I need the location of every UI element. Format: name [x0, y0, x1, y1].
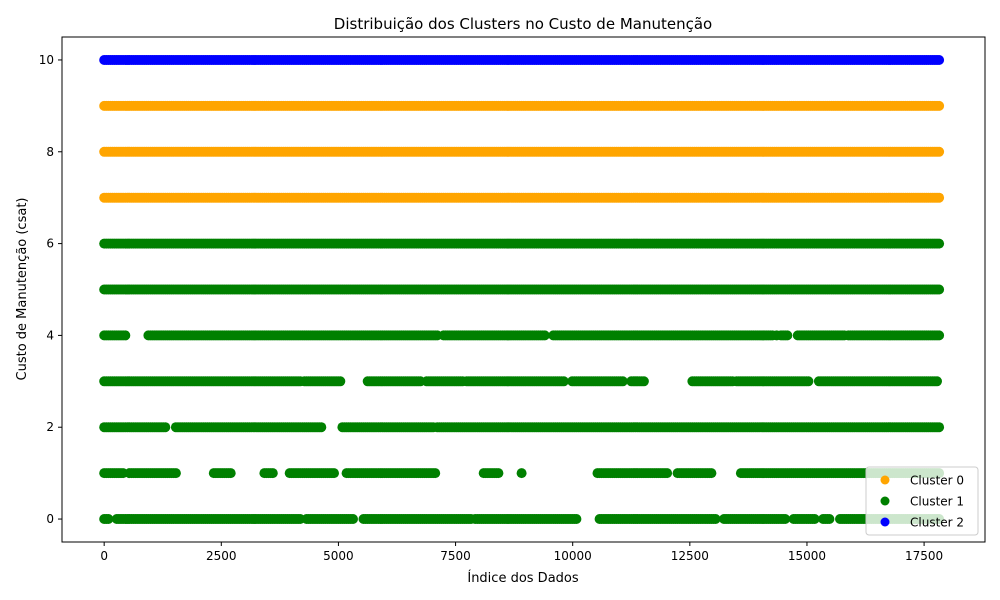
- data-point: [934, 55, 945, 65]
- data-point: [516, 468, 527, 479]
- data-point: [170, 468, 181, 479]
- data-point: [934, 422, 945, 433]
- legend: Cluster 0 Cluster 1 Cluster 2: [865, 466, 979, 536]
- data-point: [934, 192, 945, 203]
- y-tick-label: 6: [46, 237, 54, 251]
- data-point: [571, 514, 582, 524]
- series-1-level-3: [99, 376, 942, 387]
- legend-label: Cluster 2: [910, 516, 964, 530]
- data-point: [335, 376, 346, 387]
- series-0-level-7: [99, 192, 945, 203]
- chart-title: Distribuição dos Clusters no Custo de Ma…: [334, 15, 712, 33]
- data-point: [824, 514, 835, 524]
- data-points: [99, 55, 945, 524]
- data-point: [430, 468, 441, 479]
- x-axis-label: Índice dos Dados: [467, 570, 579, 586]
- legend-label: Cluster 1: [910, 495, 964, 509]
- y-tick-label: 0: [46, 512, 54, 526]
- data-point: [934, 146, 945, 157]
- data-point: [558, 376, 569, 387]
- data-point: [803, 376, 814, 387]
- data-point: [782, 330, 793, 341]
- x-tick-label: 12500: [671, 549, 709, 563]
- y-tick-label: 10: [39, 53, 54, 67]
- y-tick-label: 8: [46, 145, 54, 159]
- data-point: [493, 468, 504, 479]
- series-1-level-1: [99, 468, 945, 479]
- x-tick-label: 2500: [206, 549, 237, 563]
- x-axis: 0 2500 5000 7500 10000 12500 15000 17500: [100, 542, 943, 563]
- data-point: [809, 514, 820, 524]
- data-point: [780, 514, 791, 524]
- data-point: [662, 468, 673, 479]
- plot-frame: [61, 36, 986, 543]
- legend-marker: [880, 517, 890, 527]
- x-tick-label: 0: [100, 549, 108, 563]
- series-1-level-0: [99, 514, 945, 524]
- y-tick-label: 4: [46, 328, 54, 342]
- data-point: [348, 514, 358, 524]
- series-2-level-10: [99, 55, 945, 65]
- y-axis: 0 2 4 6 8 10: [39, 53, 62, 526]
- data-point: [934, 238, 945, 249]
- y-axis-label: Custo de Manutenção (csat): [15, 198, 30, 381]
- series-0-level-9: [99, 100, 945, 111]
- data-point: [160, 422, 171, 433]
- legend-label: Cluster 0: [910, 474, 964, 488]
- data-point: [710, 514, 721, 524]
- x-tick-label: 15000: [788, 549, 826, 563]
- series-1-level-6: [99, 238, 945, 249]
- x-tick-label: 5000: [323, 549, 354, 563]
- data-point: [617, 376, 628, 387]
- data-point: [932, 376, 942, 387]
- data-point: [225, 468, 236, 479]
- legend-box: [865, 466, 979, 536]
- data-point: [329, 468, 339, 479]
- data-point: [934, 330, 945, 341]
- x-tick-label: 17500: [905, 549, 943, 563]
- data-point: [934, 284, 945, 295]
- series-1-level-2: [99, 422, 945, 433]
- data-point: [934, 100, 945, 111]
- x-tick-label: 7500: [440, 549, 471, 563]
- data-point: [638, 376, 649, 387]
- series-1-level-5: [99, 284, 945, 295]
- x-tick-label: 10000: [554, 549, 592, 563]
- series-0-level-8: [99, 146, 945, 157]
- data-point: [706, 468, 717, 479]
- data-point: [103, 514, 114, 524]
- data-point: [539, 330, 550, 341]
- data-point: [316, 422, 327, 433]
- legend-marker: [880, 496, 890, 506]
- series-1-level-4: [99, 330, 945, 341]
- data-point: [267, 468, 278, 479]
- y-tick-label: 2: [46, 420, 54, 434]
- legend-marker: [880, 475, 890, 485]
- data-point: [120, 330, 131, 341]
